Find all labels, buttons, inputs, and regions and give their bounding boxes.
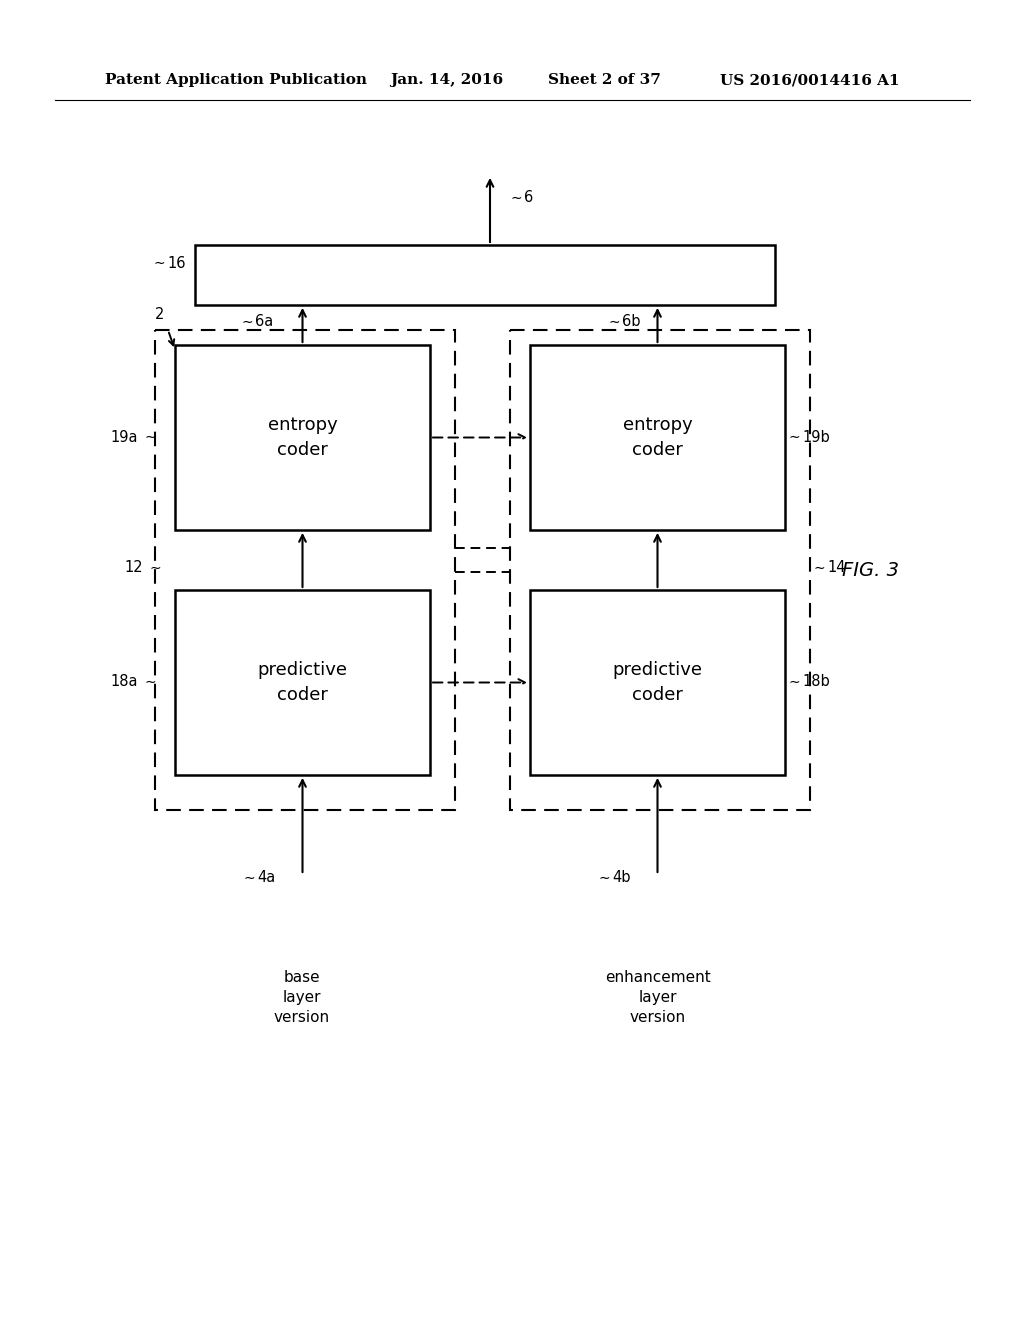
Text: ∼: ∼ [145,675,157,689]
Text: 12: 12 [124,561,143,576]
Bar [530,345,785,531]
Text: Patent Application Publication: Patent Application Publication [105,73,367,87]
Text: US 2016/0014416 A1: US 2016/0014416 A1 [720,73,900,87]
Text: ∼: ∼ [244,871,255,884]
Text: 14: 14 [827,561,846,576]
Text: ∼: ∼ [598,871,610,884]
Text: FIG. 3: FIG. 3 [842,561,898,579]
Text: ∼: ∼ [813,561,825,576]
Text: 6b: 6b [622,314,640,330]
Bar [510,330,810,810]
Text: predictive
coder: predictive coder [612,661,702,704]
Text: ∼: ∼ [154,256,165,271]
Text: entropy
coder: entropy coder [623,416,692,459]
Text: 6a: 6a [255,314,273,330]
Bar [195,246,775,305]
Text: ∼: ∼ [242,315,253,329]
Text: Sheet 2 of 37: Sheet 2 of 37 [548,73,660,87]
Text: Jan. 14, 2016: Jan. 14, 2016 [390,73,503,87]
Text: ∼: ∼ [788,430,800,444]
Text: 16: 16 [167,256,185,271]
Text: entropy
coder: entropy coder [267,416,337,459]
Bar [175,345,430,531]
Bar [530,590,785,775]
Text: 4a: 4a [257,870,275,886]
Text: base
layer
version: base layer version [274,970,330,1024]
Text: ∼: ∼ [788,675,800,689]
Text: 19a: 19a [111,429,138,445]
Text: 18a: 18a [111,675,138,689]
Text: ∼: ∼ [145,430,157,444]
Text: 2: 2 [156,308,165,322]
Text: 18b: 18b [802,675,829,689]
Text: ∼: ∼ [510,191,522,205]
Bar [175,590,430,775]
Text: predictive
coder: predictive coder [257,661,347,704]
Text: ∼: ∼ [608,315,620,329]
Text: 4b: 4b [612,870,631,886]
Text: 19b: 19b [802,429,829,445]
Text: enhancement
layer
version: enhancement layer version [605,970,711,1024]
Text: 6: 6 [524,190,534,206]
Text: ∼: ∼ [150,561,162,576]
Bar [155,330,455,810]
